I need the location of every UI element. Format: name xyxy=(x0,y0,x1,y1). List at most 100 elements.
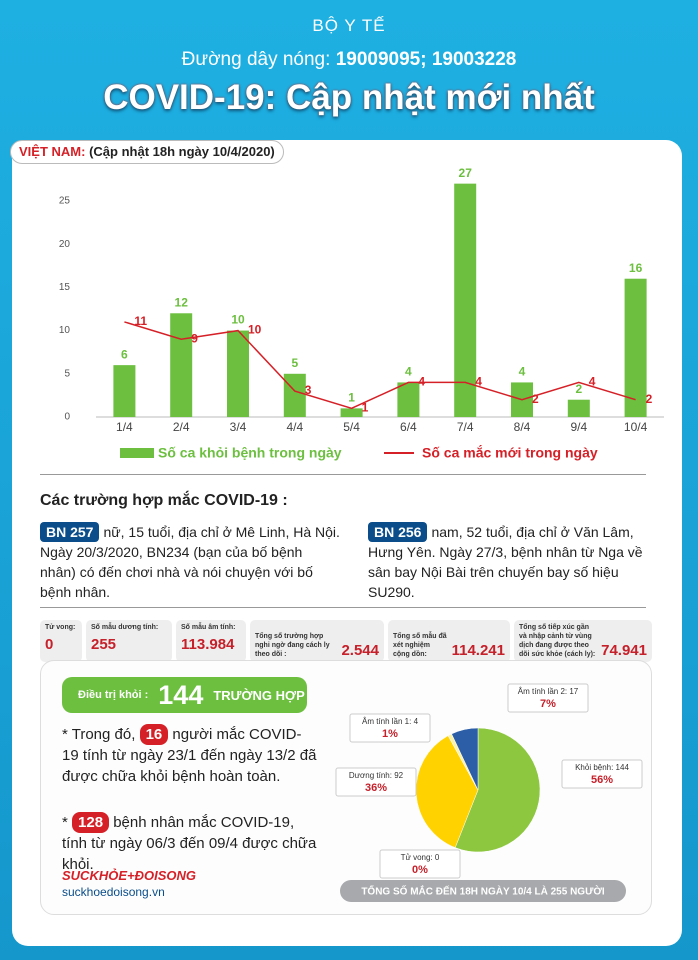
stat: Số mẫu dương tính: 255 xyxy=(86,620,172,662)
note-prefix: * Trong đó, xyxy=(62,726,136,743)
bar-label: 1 xyxy=(348,391,355,405)
line-label: 2 xyxy=(532,392,539,406)
bar xyxy=(170,313,193,417)
stat: Số mẫu âm tính: 113.984 xyxy=(176,620,246,662)
bar-label: 4 xyxy=(519,365,526,379)
stat: Tổng số tiếp xúc gần và nhập cảnh từ vùn… xyxy=(514,620,652,662)
bar xyxy=(113,365,136,417)
country: VIỆT NAM: xyxy=(19,144,86,159)
x-tick-label: 5/4 xyxy=(343,420,360,434)
line-label: 4 xyxy=(418,375,425,389)
stats: Tử vong: 0 Số mẫu dương tính: 255 Số mẫu â… xyxy=(40,620,652,662)
bar-label: 6 xyxy=(121,347,128,361)
bar xyxy=(227,330,249,417)
bar xyxy=(340,408,363,417)
updated: (Cập nhật 18h ngày 10/4/2020) xyxy=(89,144,275,159)
pie-slice xyxy=(451,727,479,791)
y-tick-label: 5 xyxy=(64,368,70,379)
case-text: nam, 52 tuổi, địa chỉ ở Văn Lâm, Hưng Yê… xyxy=(368,524,643,600)
slice-name: Âm tính lần 2: 17 xyxy=(518,687,579,696)
bar-label: 10 xyxy=(231,313,245,327)
stat: Tổng số mẫu đã xét nghiệm cộng dồn: 114.2… xyxy=(388,620,510,662)
hotline-numbers: 19009095; 19003228 xyxy=(335,49,517,70)
case-id: BN 257 xyxy=(40,522,100,542)
label-box xyxy=(561,759,643,789)
stat-value: 113.984 xyxy=(181,636,235,653)
bar xyxy=(397,382,420,417)
bar-label: 12 xyxy=(175,295,189,309)
note-text: bệnh nhân mắc COVID-19, tính từ ngày 06/… xyxy=(62,814,317,873)
line-label: 11 xyxy=(134,314,147,328)
case-text: nữ, 15 tuổi, địa chỉ ở Mê Linh, Hà Nội. … xyxy=(40,524,340,600)
hotline-label: Đường dây nóng: xyxy=(181,49,331,70)
caption-box xyxy=(340,880,626,902)
note: * Trong đó, 16 người mắc COVID-19 tính t… xyxy=(62,724,317,787)
bar xyxy=(283,373,306,417)
slice-name: Khỏi bệnh: 144 xyxy=(575,763,629,772)
stat-label: Số mẫu dương tính: xyxy=(91,624,159,631)
slice-name: Tử vong: 0 xyxy=(401,853,440,862)
bar-label: 16 xyxy=(629,261,643,275)
slice-value: 1% xyxy=(382,728,398,740)
bar-label: 2 xyxy=(575,382,582,396)
case: BN 257 nữ, 15 tuổi, địa chỉ ở Mê Linh, Hà… xyxy=(40,522,340,602)
line-label: 10 xyxy=(248,323,262,337)
stat-value: 114.241 xyxy=(451,642,505,659)
line-label: 3 xyxy=(305,383,312,397)
note-number: 128 xyxy=(72,812,110,833)
stat-label: Tử vong: xyxy=(45,624,76,631)
bar-label: 27 xyxy=(459,166,473,180)
y-tick-label: 0 xyxy=(64,412,70,423)
note-text: người mắc COVID-19 tính từ ngày 23/1 đến… xyxy=(62,726,317,785)
legend-swatch xyxy=(120,448,154,458)
slice-value: 56% xyxy=(591,774,613,786)
divider xyxy=(40,607,646,608)
x-tick-label: 2/4 xyxy=(173,420,190,434)
slice-name: Âm tính lần 1: 4 xyxy=(362,717,419,726)
case-id: BN 256 xyxy=(368,522,428,542)
org: BỘ Y TẾ xyxy=(312,16,386,35)
x-tick-label: 8/4 xyxy=(514,420,531,434)
stat-label: Tổng số trường hợp nghi ngờ đang cách ly… xyxy=(255,633,330,658)
line-label: 9 xyxy=(191,331,198,345)
note-number: 16 xyxy=(139,724,169,745)
stat-value: 2.544 xyxy=(341,642,379,659)
line-label: 4 xyxy=(475,375,482,389)
pie-chart: Khỏi bệnh: 144 56% Dương tính: 92 36% Tử von… xyxy=(335,683,643,902)
stat: Tử vong: 0 xyxy=(40,620,82,662)
recovery-unit: TRƯỜNG HỢP xyxy=(213,687,305,703)
line-label: 4 xyxy=(589,375,596,389)
slice-value: 7% xyxy=(540,698,556,710)
slice-value: 36% xyxy=(365,782,387,794)
x-tick-label: 9/4 xyxy=(570,420,587,434)
legend-label: Số ca mắc mới trong ngày xyxy=(422,444,598,461)
stat: Tổng số trường hợp nghi ngờ đang cách ly… xyxy=(250,620,384,662)
note: * 128 bệnh nhân mắc COVID-19, tính từ ng… xyxy=(62,812,317,875)
hotline: Đường dây nóng: 19009095; 19003228 xyxy=(0,49,698,71)
y-tick-label: 20 xyxy=(59,239,71,250)
legend-label: Số ca khỏi bệnh trong ngày xyxy=(158,445,342,461)
divider xyxy=(40,474,646,475)
country-tag: VIỆT NAM: (Cập nhật 18h ngày 10/4/2020) xyxy=(10,140,284,164)
bar xyxy=(624,278,647,417)
recovery-label: Điều trị khỏi : xyxy=(78,689,149,701)
x-tick-label: 1/4 xyxy=(116,420,133,434)
caption: TỔNG SỐ MẮC ĐẾN 18H NGÀY 10/4 LÀ 255 NGƯ… xyxy=(361,884,605,898)
bar xyxy=(567,399,590,417)
y-tick-label: 15 xyxy=(59,282,71,293)
bar-label: 4 xyxy=(405,365,412,379)
label-box xyxy=(349,713,431,743)
bar xyxy=(454,183,477,417)
y-tick-label: 25 xyxy=(59,196,71,207)
title: COVID-19: Cập nhật mới nhất xyxy=(103,78,595,117)
recovery-count: 144 xyxy=(158,679,204,710)
line-label: 2 xyxy=(646,392,653,406)
x-tick-label: 10/4 xyxy=(624,420,648,434)
brand: SUCKHỎE+ĐOISONG xyxy=(62,868,196,883)
x-tick-label: 6/4 xyxy=(400,420,417,434)
stat-label: Tổng số tiếp xúc gần và nhập cảnh từ vùn… xyxy=(519,624,596,658)
recovery-pill: Điều trị khỏi : 144 TRƯỜNG HỢP xyxy=(62,677,307,713)
x-tick-label: 4/4 xyxy=(286,420,303,434)
label-box xyxy=(507,683,589,713)
y-tick-label: 10 xyxy=(59,325,71,336)
